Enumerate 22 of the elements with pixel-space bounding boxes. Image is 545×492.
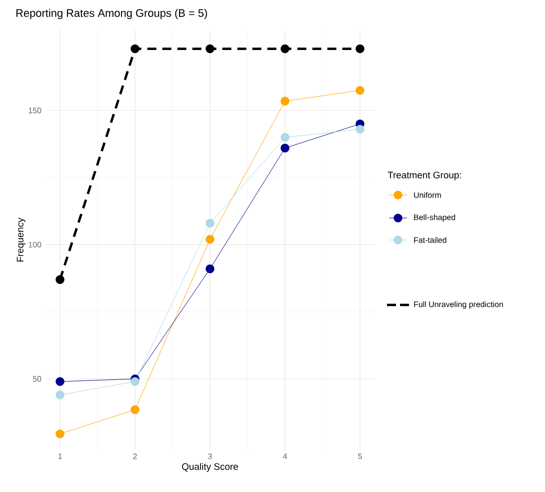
- point: [280, 132, 290, 142]
- point: [280, 44, 290, 54]
- point: [206, 218, 214, 228]
- chart-title: Reporting Rates Among Groups (B = 5): [16, 8, 207, 20]
- point: [356, 44, 364, 54]
- y-axis-title: Frequency: [16, 218, 26, 262]
- point: [56, 390, 64, 400]
- point: [130, 44, 140, 54]
- point: [356, 124, 364, 134]
- point: [130, 377, 140, 386]
- point: [56, 377, 64, 386]
- point: [56, 430, 64, 438]
- point: [56, 275, 64, 284]
- point: [280, 96, 290, 106]
- point: [130, 405, 140, 414]
- point: [356, 86, 364, 95]
- point: [206, 234, 214, 244]
- point: [206, 264, 214, 274]
- point: [280, 144, 290, 152]
- legend-title: Treatment Group:: [388, 172, 461, 180]
- point: [206, 44, 214, 54]
- x-axis-title: Quality Score: [182, 462, 238, 472]
